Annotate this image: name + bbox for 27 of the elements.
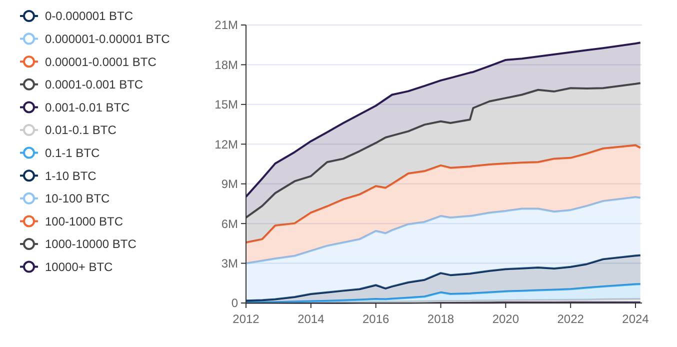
x-tick-label: 2020 xyxy=(492,312,520,326)
x-tick-label: 2024 xyxy=(622,312,650,326)
y-tick-label: 12M xyxy=(214,137,238,152)
y-tick-label: 15M xyxy=(214,98,238,112)
legend-label: 0.000001-0.00001 BTC xyxy=(45,32,170,46)
y-tick-label: 3M xyxy=(221,256,238,270)
legend-label: 10000+ BTC xyxy=(45,260,114,274)
y-tick-label: 6M xyxy=(221,216,238,231)
legend-label: 0.01-0.1 BTC xyxy=(45,123,117,138)
legend-label: 0.001-0.01 BTC xyxy=(45,100,130,114)
x-tick-label: 2018 xyxy=(427,312,454,326)
y-tick-label: 18M xyxy=(214,58,238,72)
legend-label: 0.00001-0.0001 BTC xyxy=(45,54,157,69)
legend-label: 100-1000 BTC xyxy=(45,214,124,228)
x-tick-label: 2014 xyxy=(298,312,325,326)
legend-label: 10-100 BTC xyxy=(45,192,110,206)
y-tick-label: 0 xyxy=(231,296,238,310)
legend-label: 0.1-1 BTC xyxy=(45,146,100,160)
x-tick-label: 2022 xyxy=(557,312,584,326)
legend-label: 0.0001-0.001 BTC xyxy=(45,78,144,92)
legend-label: 0-0.000001 BTC xyxy=(45,9,134,24)
legend-label: 1-10 BTC xyxy=(45,168,97,183)
y-tick-label: 21M xyxy=(214,18,238,32)
legend-label: 1000-10000 BTC xyxy=(45,237,137,252)
x-tick-label: 2012 xyxy=(232,312,260,326)
x-tick-label: 2016 xyxy=(362,312,390,326)
y-tick-label: 9M xyxy=(221,177,238,192)
